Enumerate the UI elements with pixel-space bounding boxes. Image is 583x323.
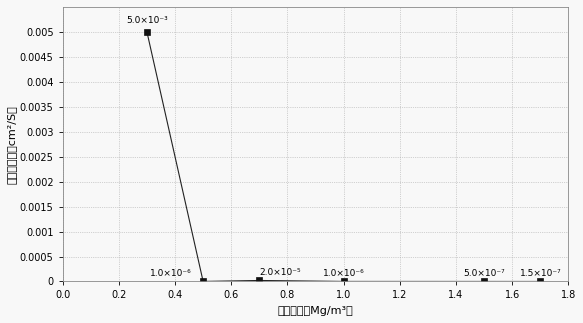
- Text: 5.0×10⁻⁷: 5.0×10⁻⁷: [463, 269, 505, 278]
- Text: 2.0×10⁻⁵: 2.0×10⁻⁵: [259, 268, 301, 277]
- Text: 5.0×10⁻³: 5.0×10⁻³: [126, 16, 168, 26]
- Y-axis label: ガス透過率（cm²/S）: ガス透過率（cm²/S）: [7, 105, 17, 183]
- X-axis label: かさ密度（Mg/m³）: かさ密度（Mg/m³）: [278, 306, 353, 316]
- Text: 1.0×10⁻⁶: 1.0×10⁻⁶: [150, 269, 192, 278]
- Text: 1.5×10⁻⁷: 1.5×10⁻⁷: [519, 269, 561, 278]
- Text: 1.0×10⁻⁶: 1.0×10⁻⁶: [323, 269, 364, 278]
